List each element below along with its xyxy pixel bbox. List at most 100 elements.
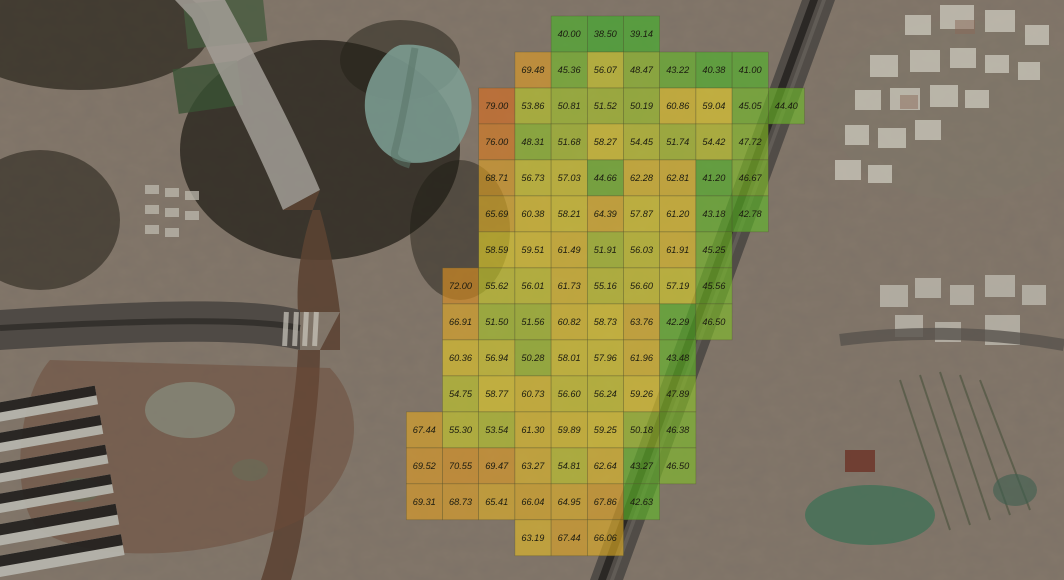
svg-text:68.71: 68.71	[485, 173, 508, 183]
svg-text:39.14: 39.14	[630, 29, 653, 39]
svg-text:43.27: 43.27	[630, 461, 654, 471]
svg-text:66.04: 66.04	[521, 497, 544, 507]
svg-text:61.73: 61.73	[558, 281, 582, 291]
svg-text:60.36: 60.36	[449, 353, 473, 363]
svg-text:56.60: 56.60	[630, 281, 654, 291]
svg-text:67.86: 67.86	[594, 497, 618, 507]
svg-text:46.50: 46.50	[666, 461, 690, 471]
svg-text:44.66: 44.66	[594, 173, 618, 183]
svg-text:43.18: 43.18	[702, 209, 726, 219]
svg-text:58.73: 58.73	[594, 317, 618, 327]
svg-text:59.51: 59.51	[521, 245, 544, 255]
svg-text:54.42: 54.42	[702, 137, 725, 147]
svg-text:64.95: 64.95	[558, 497, 582, 507]
svg-text:60.86: 60.86	[666, 101, 690, 111]
svg-text:54.45: 54.45	[630, 137, 654, 147]
svg-text:58.01: 58.01	[558, 353, 581, 363]
svg-text:56.60: 56.60	[558, 389, 582, 399]
svg-text:50.18: 50.18	[630, 425, 654, 435]
svg-text:51.68: 51.68	[558, 137, 582, 147]
svg-text:69.31: 69.31	[413, 497, 436, 507]
svg-text:67.44: 67.44	[413, 425, 436, 435]
svg-text:59.89: 59.89	[558, 425, 581, 435]
svg-text:69.48: 69.48	[521, 65, 545, 75]
svg-text:44.40: 44.40	[775, 101, 799, 111]
svg-text:40.38: 40.38	[702, 65, 726, 75]
svg-text:42.63: 42.63	[630, 497, 654, 507]
svg-text:42.29: 42.29	[666, 317, 689, 327]
svg-text:45.25: 45.25	[702, 245, 726, 255]
svg-text:56.24: 56.24	[594, 389, 617, 399]
svg-text:53.54: 53.54	[485, 425, 508, 435]
svg-text:56.94: 56.94	[485, 353, 508, 363]
svg-text:57.96: 57.96	[594, 353, 618, 363]
svg-text:64.39: 64.39	[594, 209, 617, 219]
svg-text:62.64: 62.64	[594, 461, 617, 471]
svg-text:62.81: 62.81	[666, 173, 689, 183]
svg-text:61.49: 61.49	[558, 245, 581, 255]
svg-text:60.38: 60.38	[521, 209, 545, 219]
svg-text:66.06: 66.06	[594, 533, 618, 543]
svg-text:62.28: 62.28	[630, 173, 654, 183]
svg-text:42.78: 42.78	[739, 209, 763, 219]
svg-text:50.28: 50.28	[521, 353, 545, 363]
svg-text:53.86: 53.86	[521, 101, 545, 111]
svg-text:48.47: 48.47	[630, 65, 654, 75]
svg-text:56.01: 56.01	[521, 281, 544, 291]
svg-text:61.91: 61.91	[666, 245, 689, 255]
svg-text:59.04: 59.04	[702, 101, 725, 111]
svg-text:46.50: 46.50	[702, 317, 726, 327]
svg-text:61.20: 61.20	[666, 209, 690, 219]
svg-text:51.52: 51.52	[594, 101, 617, 111]
svg-text:65.69: 65.69	[485, 209, 508, 219]
svg-text:55.62: 55.62	[485, 281, 508, 291]
svg-text:76.00: 76.00	[485, 137, 509, 147]
svg-text:63.27: 63.27	[521, 461, 545, 471]
svg-text:48.31: 48.31	[521, 137, 544, 147]
svg-text:60.82: 60.82	[558, 317, 581, 327]
svg-text:70.55: 70.55	[449, 461, 473, 471]
svg-text:58.27: 58.27	[594, 137, 618, 147]
svg-text:41.20: 41.20	[702, 173, 726, 183]
svg-text:46.38: 46.38	[666, 425, 690, 435]
svg-text:45.56: 45.56	[702, 281, 726, 291]
svg-text:51.50: 51.50	[485, 317, 509, 327]
svg-text:58.77: 58.77	[485, 389, 509, 399]
svg-text:38.50: 38.50	[594, 29, 618, 39]
svg-text:45.36: 45.36	[558, 65, 582, 75]
svg-text:67.44: 67.44	[558, 533, 581, 543]
svg-text:56.03: 56.03	[630, 245, 654, 255]
svg-text:43.22: 43.22	[666, 65, 689, 75]
svg-text:47.72: 47.72	[739, 137, 762, 147]
svg-text:51.91: 51.91	[594, 245, 617, 255]
svg-text:63.76: 63.76	[630, 317, 654, 327]
svg-text:57.87: 57.87	[630, 209, 654, 219]
svg-text:43.48: 43.48	[666, 353, 690, 363]
svg-text:69.47: 69.47	[485, 461, 509, 471]
svg-text:47.89: 47.89	[666, 389, 689, 399]
svg-text:54.75: 54.75	[449, 389, 473, 399]
svg-text:60.73: 60.73	[521, 389, 545, 399]
svg-text:50.81: 50.81	[558, 101, 581, 111]
svg-text:69.52: 69.52	[413, 461, 436, 471]
svg-text:55.16: 55.16	[594, 281, 618, 291]
svg-text:79.00: 79.00	[485, 101, 509, 111]
svg-text:57.03: 57.03	[558, 173, 582, 183]
svg-text:46.67: 46.67	[739, 173, 763, 183]
svg-text:61.96: 61.96	[630, 353, 654, 363]
svg-text:56.07: 56.07	[594, 65, 618, 75]
svg-text:51.56: 51.56	[521, 317, 545, 327]
svg-text:54.81: 54.81	[558, 461, 581, 471]
svg-text:40.00: 40.00	[558, 29, 582, 39]
svg-text:50.19: 50.19	[630, 101, 653, 111]
svg-text:59.26: 59.26	[630, 389, 654, 399]
svg-text:58.59: 58.59	[485, 245, 508, 255]
svg-text:51.74: 51.74	[666, 137, 689, 147]
svg-text:58.21: 58.21	[558, 209, 581, 219]
svg-text:45.05: 45.05	[739, 101, 763, 111]
svg-text:56.73: 56.73	[521, 173, 545, 183]
svg-text:72.00: 72.00	[449, 281, 473, 291]
svg-text:63.19: 63.19	[521, 533, 544, 543]
svg-text:59.25: 59.25	[594, 425, 618, 435]
svg-text:57.19: 57.19	[666, 281, 689, 291]
